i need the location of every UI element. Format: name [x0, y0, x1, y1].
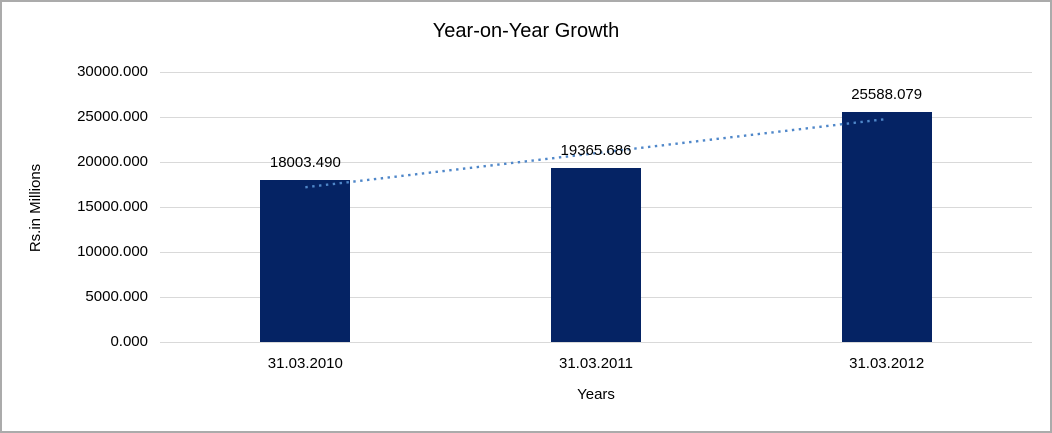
y-axis-tick-label: 10000.000	[77, 243, 148, 260]
x-axis-tick-label: 31.03.2011	[559, 355, 633, 372]
gridline	[160, 117, 1032, 118]
y-axis-tick-label: 25000.000	[77, 108, 148, 125]
y-axis-tick-label: 0.000	[110, 333, 148, 350]
x-axis-tick-label: 31.03.2012	[849, 355, 925, 372]
plot-area: 18003.490 19365.686 25588.079	[160, 72, 1032, 343]
y-axis-tick-label: 30000.000	[77, 63, 148, 80]
data-label: 19365.686	[560, 141, 632, 159]
gridline	[160, 342, 1032, 343]
chart-title: Year-on-Year Growth	[432, 20, 620, 42]
data-label: 18003.490	[269, 153, 341, 171]
gridline	[160, 162, 1032, 163]
bar-31.03.2010	[260, 179, 351, 342]
x-axis-title: Years	[577, 386, 615, 403]
trendline	[305, 117, 887, 189]
gridline	[160, 72, 1032, 73]
y-axis-tick-label: 5000.000	[85, 288, 148, 305]
x-axis-tick-label: 31.03.2010	[267, 355, 343, 372]
bar-31.03.2012	[841, 111, 932, 342]
y-axis-tick-label: 15000.000	[77, 198, 148, 215]
y-axis-tick-label: 20000.000	[77, 153, 148, 170]
trendline-path	[305, 117, 887, 189]
bar-31.03.2011	[551, 167, 641, 342]
data-label: 25588.079	[851, 85, 923, 103]
